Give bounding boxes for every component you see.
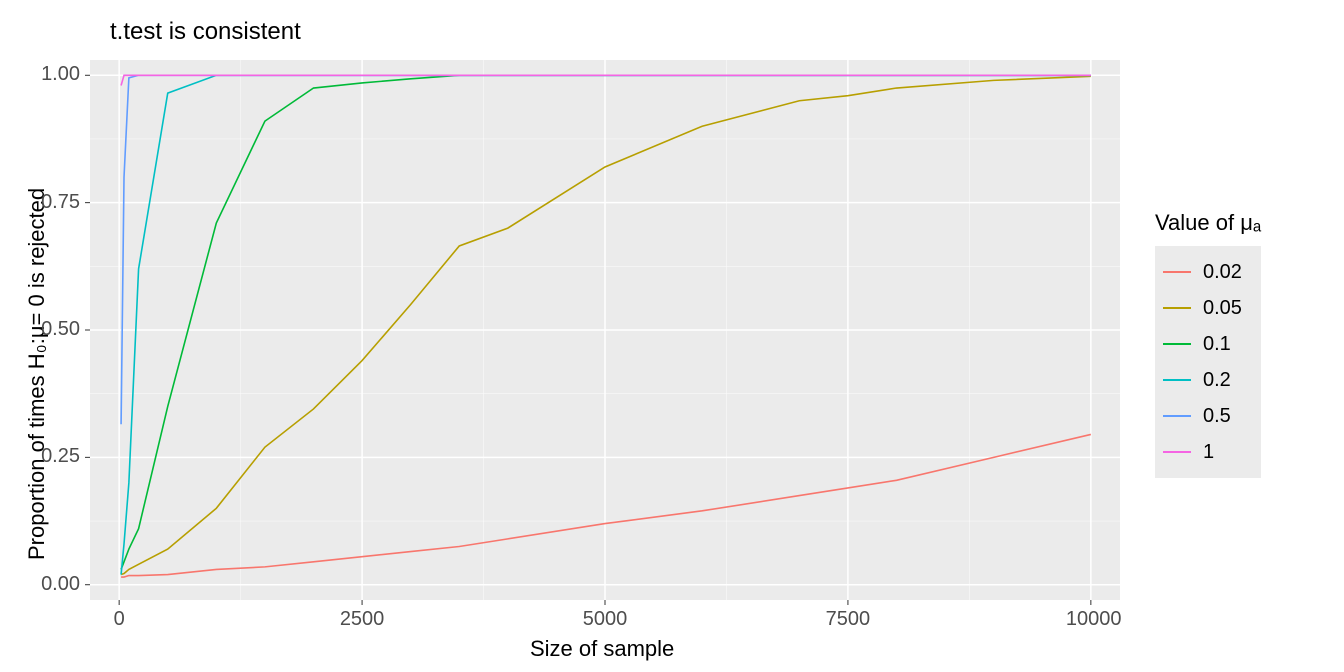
legend-label: 0.02 <box>1203 261 1242 284</box>
y-tick-label: 0.75 <box>41 191 80 214</box>
legend-swatch <box>1163 294 1191 322</box>
legend-item: 0.5 <box>1163 398 1253 434</box>
legend-items: 0.02 0.05 0.1 0.2 0.5 1 <box>1155 246 1261 478</box>
y-tick-label: 0.00 <box>41 573 80 596</box>
legend-swatch <box>1163 258 1191 286</box>
y-tick-label: 0.50 <box>41 318 80 341</box>
legend-label: 0.2 <box>1203 369 1231 392</box>
x-tick-label: 2500 <box>337 608 387 631</box>
x-tick-label: 0 <box>94 608 144 631</box>
y-tick-label: 1.00 <box>41 63 80 86</box>
legend-label: 1 <box>1203 441 1214 464</box>
x-tick-label: 10000 <box>1066 608 1116 631</box>
legend-swatch <box>1163 330 1191 358</box>
legend-label: 0.5 <box>1203 405 1231 428</box>
legend-item: 0.2 <box>1163 362 1253 398</box>
legend-swatch <box>1163 438 1191 466</box>
legend-item: 0.1 <box>1163 326 1253 362</box>
legend-item: 0.05 <box>1163 290 1253 326</box>
legend-label: 0.1 <box>1203 333 1231 356</box>
line-chart <box>0 0 1344 672</box>
x-tick-label: 5000 <box>580 608 630 631</box>
legend-swatch <box>1163 366 1191 394</box>
legend: Value of μₐ 0.02 0.05 0.1 0.2 0.5 1 <box>1155 210 1261 478</box>
legend-title: Value of μₐ <box>1155 210 1261 236</box>
y-tick-label: 0.25 <box>41 445 80 468</box>
legend-label: 0.05 <box>1203 297 1242 320</box>
legend-item: 0.02 <box>1163 254 1253 290</box>
x-tick-label: 7500 <box>823 608 873 631</box>
legend-item: 1 <box>1163 434 1253 470</box>
legend-swatch <box>1163 402 1191 430</box>
